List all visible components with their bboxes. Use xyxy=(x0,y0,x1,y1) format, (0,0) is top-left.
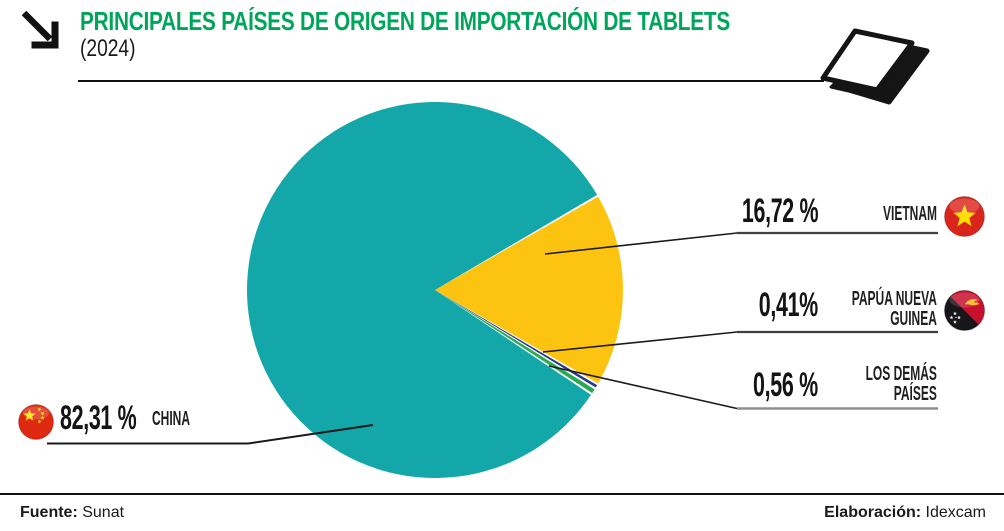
label-others: LOS DEMÁS PAÍSES xyxy=(865,363,937,405)
label-china: CHINA xyxy=(152,408,191,430)
page-subtitle: (2024) xyxy=(80,35,136,62)
leader-line-china xyxy=(47,424,374,445)
papua-new-guinea-flag-icon xyxy=(944,290,985,331)
leader-line-papua xyxy=(542,331,738,353)
pie-slice-papua-nueva-guinea xyxy=(435,290,598,388)
page-title: PRINCIPALES PAÍSES DE ORIGEN DE IMPORTAC… xyxy=(80,6,730,36)
leader-line-vietnam xyxy=(544,232,738,255)
header-rule xyxy=(78,80,824,82)
pie-slices xyxy=(247,101,623,478)
source-note: Fuente: Sunat xyxy=(20,503,124,522)
pie-slice-china xyxy=(247,101,598,478)
callout-lines xyxy=(47,231,938,445)
arrow-down-right-icon xyxy=(21,10,59,49)
label-vietnam: VIETNAM xyxy=(883,203,937,225)
elaboration-value: Idexcam xyxy=(921,504,986,521)
leader-line-others xyxy=(548,365,738,410)
value-papua: 0,41% xyxy=(758,286,818,324)
label-papua: PAPÚA NUEVA GUINEA xyxy=(851,288,937,330)
china-flag-icon xyxy=(18,404,54,440)
footer-rule xyxy=(0,493,1004,495)
tablet-illustration xyxy=(820,28,930,105)
source-value: Sunat xyxy=(77,504,125,521)
vietnam-flag-icon xyxy=(944,196,985,237)
value-others: 0,56 % xyxy=(753,366,818,404)
elaboration-note: Elaboración: Idexcam xyxy=(824,503,986,522)
value-vietnam: 16,72 % xyxy=(741,192,819,230)
elaboration-label: Elaboración: xyxy=(824,504,922,521)
source-label: Fuente: xyxy=(20,504,78,521)
value-china: 82,31 % xyxy=(60,399,137,437)
pie-slice-vietnam xyxy=(435,196,623,384)
